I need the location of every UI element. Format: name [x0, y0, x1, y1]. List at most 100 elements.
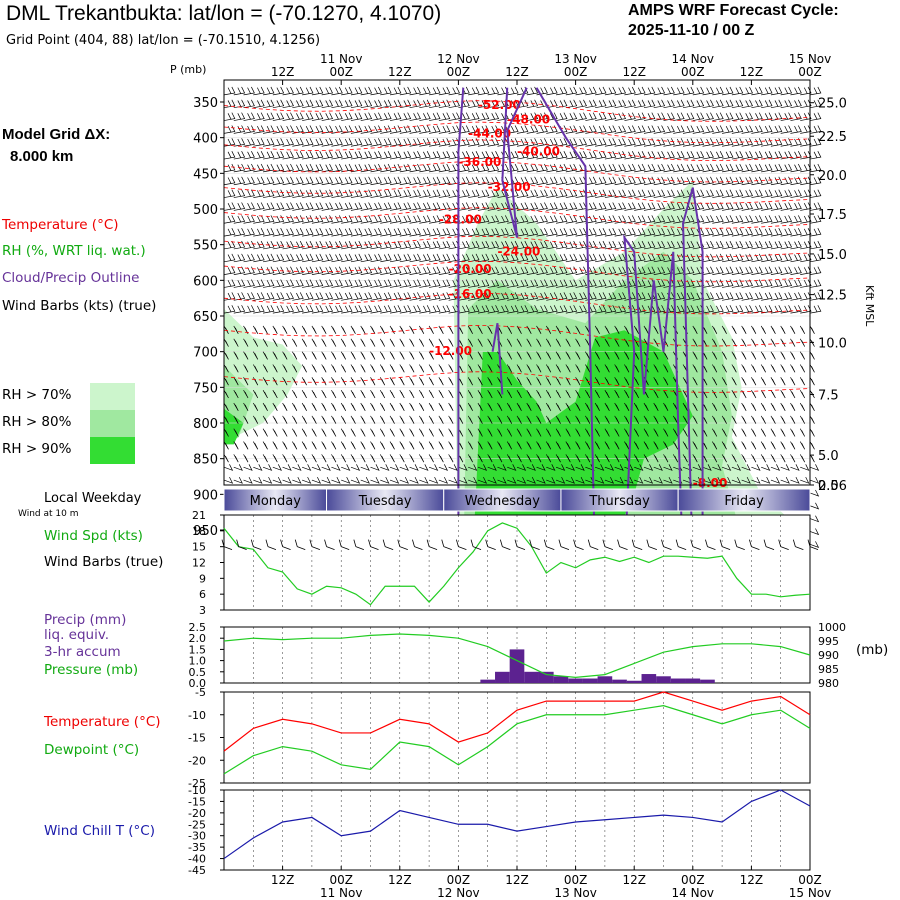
wind-barb — [263, 292, 275, 301]
wind-barb — [516, 325, 522, 334]
wind-barb — [536, 325, 542, 334]
wind-barb — [389, 176, 402, 186]
wind-barb — [506, 428, 513, 437]
wind-barb — [360, 476, 370, 484]
bottom-time-tick-label: 12Z — [505, 873, 529, 887]
wind-barb — [672, 454, 679, 463]
y-tick-label: -30 — [188, 830, 206, 843]
legend-precip-accum: 3-hr accum — [44, 644, 121, 660]
wind-barb — [604, 415, 610, 424]
wind-chill-line — [223, 789, 811, 860]
wind-barb — [555, 402, 561, 411]
wind-barb — [741, 292, 753, 301]
wind-barb — [438, 125, 451, 134]
wind-barb — [682, 176, 695, 186]
wind-barb — [546, 279, 558, 288]
wind-barb — [243, 292, 255, 301]
surface-wind-barb — [792, 539, 804, 551]
wind-barb — [692, 99, 705, 109]
wind-barb — [341, 240, 353, 250]
wind-barb — [428, 338, 434, 347]
wind-barb — [223, 266, 236, 275]
wind-barb — [438, 305, 451, 314]
wind-barb — [350, 151, 363, 160]
wind-barb — [702, 390, 708, 399]
surface-wind-barb — [265, 539, 277, 551]
surface-wind-barb — [646, 539, 657, 551]
wind-barb — [399, 351, 405, 360]
precip-bar — [568, 678, 583, 683]
wind-barb — [380, 99, 392, 109]
y-tick-label: 0.0 — [189, 677, 207, 690]
surface-wind-barb — [690, 539, 701, 551]
wind-barb — [722, 253, 734, 263]
wind-barb — [272, 351, 278, 360]
wind-barb — [799, 402, 806, 411]
wind-barb — [722, 125, 734, 134]
wind-barb — [692, 112, 705, 121]
wind-barb — [770, 292, 783, 301]
wind-barb — [243, 189, 255, 198]
wind-barb — [800, 99, 812, 109]
y-tick-label: -20 — [188, 807, 206, 820]
wind-barb — [302, 125, 314, 134]
wind-barb — [565, 305, 578, 314]
wind-barb — [614, 163, 627, 173]
wind-barb — [800, 86, 812, 96]
wind-barb — [761, 228, 773, 237]
wind-barb — [624, 351, 630, 360]
wind-barb — [292, 464, 302, 471]
wind-barb — [253, 112, 265, 121]
wind-barb — [243, 364, 249, 373]
wind-barb — [233, 253, 246, 263]
surface-wind-barb — [631, 539, 643, 551]
rh80-swatch — [90, 410, 135, 437]
wind-barb — [712, 99, 724, 109]
wind-barb — [360, 138, 373, 147]
wind-barb — [272, 476, 282, 484]
wind-barb — [370, 228, 382, 237]
top-date-label: 14 Nov — [672, 52, 715, 66]
wind-barb — [311, 415, 317, 424]
wind-barb — [272, 86, 285, 96]
wind-barb — [448, 476, 458, 484]
wind-barb — [546, 215, 558, 224]
wind-barb — [282, 202, 294, 211]
wind-barb — [487, 428, 493, 437]
temperature-contour-label: -28.00 — [439, 212, 482, 226]
wind-barb — [634, 464, 644, 471]
wind-barb — [614, 112, 627, 121]
wind-barb — [692, 464, 702, 471]
wind-barb — [497, 266, 509, 275]
wind-barb — [311, 351, 317, 360]
legend-precip: Precip (mm) — [44, 612, 127, 628]
wind-barb — [634, 240, 646, 250]
wind-barb — [233, 476, 243, 484]
wind-barb — [624, 215, 636, 224]
wind-barb — [253, 266, 265, 275]
wind-barb — [643, 240, 656, 250]
wind-barb — [458, 215, 470, 224]
surface-wind-barb — [778, 539, 789, 551]
wind-barb — [477, 112, 490, 121]
wind-barb — [760, 390, 766, 399]
wind-barb — [594, 325, 600, 334]
top-time-tick-label: 00Z — [681, 65, 705, 79]
top-time-tick-label: 00Z — [564, 65, 588, 79]
wind-barb — [272, 292, 285, 301]
wind-barb — [399, 415, 405, 424]
weekday-label: Thursday — [588, 494, 650, 509]
wind-barb — [302, 202, 314, 211]
wind-barb — [790, 402, 796, 411]
wind-barb — [477, 240, 490, 250]
wind-barb — [731, 99, 744, 109]
wind-barb — [272, 99, 285, 109]
wind-barb — [799, 338, 806, 347]
wind-barb — [712, 476, 722, 484]
wind-barb — [575, 138, 587, 147]
wind-barb — [409, 441, 415, 450]
wind-barb — [604, 112, 617, 121]
wind-barb — [458, 415, 464, 424]
wind-barb — [428, 325, 434, 334]
wind-barb — [712, 86, 724, 96]
